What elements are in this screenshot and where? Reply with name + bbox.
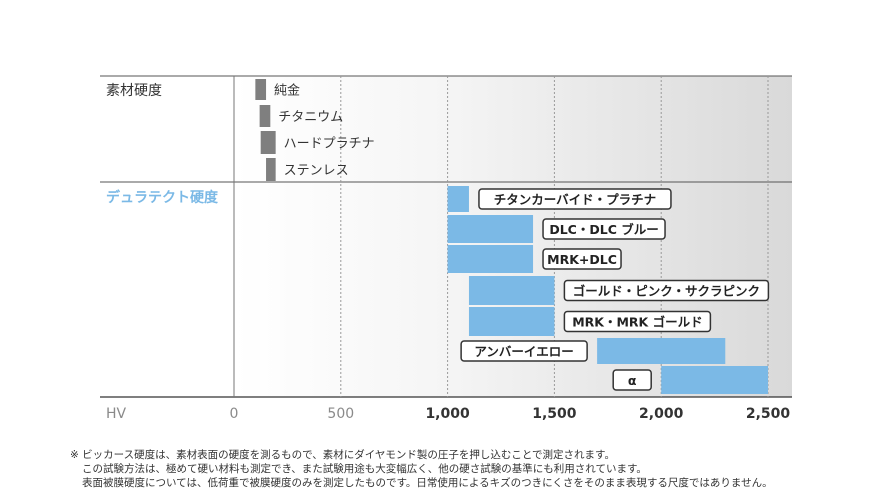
coating-label: MRK・MRK ゴールド: [572, 315, 702, 330]
footnote-3: 表面被膜硬度については、低荷重で被膜硬度のみを測定したものです。日常使用によるキ…: [82, 477, 773, 489]
coating-bar: [468, 276, 555, 305]
material-bar: [266, 158, 276, 181]
x-tick-label: 1,500: [532, 406, 577, 422]
material-bar: [260, 131, 276, 154]
coating-label-box: [542, 248, 622, 270]
footnote-2: この試験方法は、極めて硬い材料も測定でき、また試験用途も大変幅広く、他の硬さ試験…: [82, 463, 647, 475]
coating-label: チタンカーバイド・プラチナ: [494, 192, 656, 207]
coating-label-box: [542, 218, 666, 240]
material-bar: [255, 79, 267, 100]
footnote-1: ※ ビッカース硬度は、素材表面の硬度を測るもので、素材にダイヤモンド製の圧子を押…: [70, 449, 616, 461]
coating-bar: [597, 338, 726, 364]
group-label-duratect: デュラテクト硬度: [106, 189, 219, 206]
coating-label: アンバーイエロー: [474, 344, 573, 359]
material-bar-label: ハードプラチナ: [284, 137, 375, 152]
coating-label: α: [628, 373, 637, 388]
x-tick-label: 2,500: [746, 406, 791, 422]
coating-bar: [468, 307, 555, 336]
x-tick-label: 500: [327, 406, 354, 422]
material-bar: [259, 105, 271, 127]
material-bar-label: チタニウム: [278, 110, 343, 125]
material-bar-label: 純金: [274, 83, 300, 99]
coating-label-box: [460, 340, 588, 362]
x-tick-label: 0: [230, 406, 239, 422]
coating-label-box: [478, 188, 672, 210]
coating-bar: [447, 215, 534, 243]
x-tick-label: 1,000: [425, 406, 470, 422]
coating-label-box: [563, 279, 770, 302]
coating-label: MRK+DLC: [547, 252, 617, 267]
group-label-material: 素材硬度: [106, 83, 162, 99]
coating-bar: [661, 366, 768, 394]
coating-bar: [447, 245, 534, 273]
coating-label: ゴールド・ピンク・サクラピンク: [573, 284, 760, 299]
material-bar-label: ステンレス: [284, 164, 349, 179]
coating-label: DLC・DLC ブルー: [549, 222, 658, 237]
coating-label-box: [563, 310, 712, 333]
x-axis-label: HV: [106, 406, 127, 422]
coating-bar: [447, 186, 469, 212]
coating-label-box: [612, 369, 652, 391]
x-tick-label: 2,000: [639, 406, 684, 422]
